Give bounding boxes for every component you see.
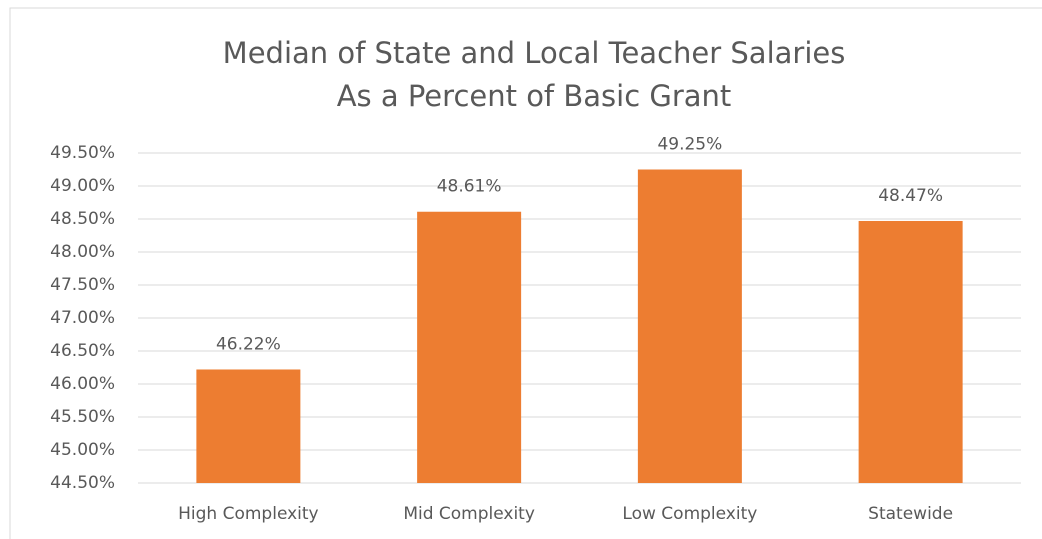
- y-tick-label: 47.50%: [50, 275, 115, 295]
- y-tick-label: 46.00%: [50, 374, 115, 394]
- bar: [417, 211, 522, 484]
- y-tick-label: 48.50%: [50, 209, 115, 229]
- x-tick-label: Mid Complexity: [403, 504, 535, 524]
- chart-border: [9, 7, 1042, 539]
- chart-title: As a Percent of Basic Grant: [337, 79, 732, 113]
- bar: [858, 220, 963, 484]
- data-label: 48.47%: [878, 186, 943, 206]
- y-tick-label: 46.50%: [50, 341, 115, 361]
- chart-title: Median of State and Local Teacher Salari…: [223, 36, 846, 70]
- y-tick-label: 44.50%: [50, 473, 115, 493]
- y-tick-label: 47.00%: [50, 308, 115, 328]
- x-tick-label: Statewide: [868, 504, 953, 524]
- y-tick-label: 45.50%: [50, 407, 115, 427]
- y-tick-label: 49.50%: [50, 143, 115, 163]
- data-label: 49.25%: [657, 135, 722, 155]
- data-label: 46.22%: [216, 334, 281, 354]
- bar: [196, 369, 301, 483]
- x-tick-label: Low Complexity: [622, 504, 757, 524]
- data-label: 48.61%: [437, 177, 502, 197]
- y-tick-label: 48.00%: [50, 242, 115, 262]
- y-tick-label: 49.00%: [50, 176, 115, 196]
- bar: [637, 169, 742, 483]
- y-tick-label: 45.00%: [50, 440, 115, 460]
- x-tick-label: High Complexity: [178, 504, 319, 524]
